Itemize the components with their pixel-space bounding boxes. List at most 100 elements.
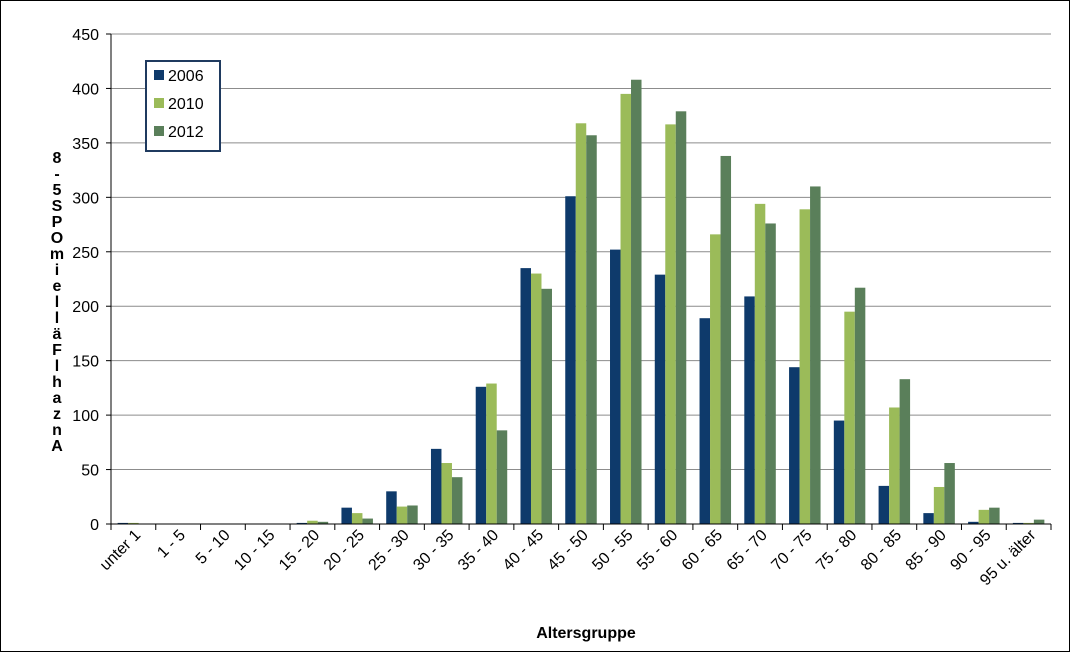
bar-2012 <box>810 186 821 524</box>
x-tick-label: 25 - 30 <box>366 527 413 574</box>
x-tick-label: 10 - 15 <box>231 527 278 574</box>
bar-2012 <box>944 463 955 524</box>
y-tick-label: 200 <box>72 299 99 316</box>
bar-2012 <box>362 518 373 524</box>
bar-2010 <box>710 234 721 524</box>
bar-2010 <box>575 123 587 525</box>
bar-2006 <box>699 318 711 524</box>
bar-2006 <box>296 522 308 524</box>
legend-swatch <box>154 126 164 136</box>
bar-2006 <box>789 367 800 524</box>
bar-2006 <box>744 296 755 524</box>
axes <box>110 34 1052 530</box>
y-tick-label: 0 <box>90 517 99 534</box>
bar-2006 <box>654 274 666 524</box>
y-axis-label-char: 8 <box>53 150 62 167</box>
bar-2010 <box>754 203 766 524</box>
bar-2010 <box>933 486 945 524</box>
bar-2010 <box>889 407 900 524</box>
bar-2006 <box>117 522 129 524</box>
bar-2006 <box>833 420 845 524</box>
bar-2006 <box>878 485 890 524</box>
bar-2006 <box>968 521 979 524</box>
bar-2012 <box>317 521 329 524</box>
bar-2010 <box>128 522 139 524</box>
y-axis-label-char: l <box>55 294 59 311</box>
y-axis-label-char: A <box>51 438 63 455</box>
y-tick-label: 300 <box>72 190 99 207</box>
bar-2010 <box>844 311 855 524</box>
y-axis-label-char: ä <box>53 326 62 343</box>
bar-2006 <box>341 507 352 524</box>
bar-2012 <box>720 155 732 524</box>
legend: 2006 2010 2012 <box>145 60 221 152</box>
bar-2006 <box>430 448 442 524</box>
bar-2012 <box>496 430 508 524</box>
x-tick-label: 70 - 75 <box>768 527 815 574</box>
bar-2012 <box>765 223 776 524</box>
y-tick-label: 450 <box>72 27 99 44</box>
x-tick-label: 1 - 5 <box>154 527 189 562</box>
x-axis-label: Altersgruppe <box>536 625 636 642</box>
y-axis-label-char: m <box>50 246 64 263</box>
y-axis-label-char: e <box>53 278 62 295</box>
bar-2006 <box>520 268 531 524</box>
y-axis-label-char: a <box>53 390 62 407</box>
x-tick-label: 75 - 80 <box>813 527 860 574</box>
y-tick-label: 100 <box>72 408 99 425</box>
y-axis-label-char: P <box>52 214 63 231</box>
legend-label: 2010 <box>168 96 204 113</box>
y-tick-labels: 0 50 100 150 200 250 300 350 400 450 <box>72 27 99 534</box>
y-axis-label-char: 5 <box>53 182 62 199</box>
bar-2010 <box>486 383 497 524</box>
x-tick-label: 35 - 40 <box>455 527 502 574</box>
bar-2012 <box>407 505 418 524</box>
bar-2006 <box>565 196 576 524</box>
x-tick-label: 85 - 90 <box>903 527 950 574</box>
bar-2010 <box>620 93 632 524</box>
x-tick-label: 65 - 70 <box>724 527 771 574</box>
y-axis-label-char: z <box>53 406 61 423</box>
y-tick-label: 50 <box>81 463 99 480</box>
bar-2006 <box>386 491 397 524</box>
x-tick-label: 30 - 35 <box>410 527 457 574</box>
bar-2012 <box>899 379 911 524</box>
bar-2006 <box>610 249 621 524</box>
bar-2010 <box>799 209 811 525</box>
x-tick-label: 50 - 55 <box>589 527 636 574</box>
x-tick-label: 60 - 65 <box>679 527 726 574</box>
x-tick-label: unter 1 <box>97 527 144 574</box>
bar-2012 <box>854 287 866 524</box>
bar-2012 <box>675 111 687 525</box>
bar-2010 <box>1023 522 1034 524</box>
x-tick-label: 5 - 10 <box>193 527 234 568</box>
legend-label: 2012 <box>168 124 204 141</box>
y-axis-label-char: n <box>52 422 62 439</box>
bar-2010 <box>441 463 452 524</box>
y-axis-label-char: i <box>55 262 59 279</box>
x-tick-label: 15 - 20 <box>276 527 323 574</box>
bar-2006 <box>1012 522 1024 524</box>
legend-label: 2006 <box>168 68 204 85</box>
bar-2012 <box>541 288 552 524</box>
legend-swatch <box>154 70 164 80</box>
bar-2012 <box>586 135 597 524</box>
y-axis-label-char: l <box>55 358 59 375</box>
y-axis-label-char: h <box>52 374 62 391</box>
bar-2012 <box>631 79 642 524</box>
y-axis-label-char: - <box>54 166 59 183</box>
bar-2006 <box>923 513 934 524</box>
bar-2012 <box>1033 519 1045 524</box>
y-axis-label-char: S <box>52 198 63 215</box>
y-tick-label: 400 <box>72 81 99 98</box>
bar-2012 <box>451 477 463 524</box>
x-tick-label: 55 - 60 <box>634 527 681 574</box>
y-axis-label-char: F <box>52 342 62 359</box>
bar-2010 <box>351 513 363 524</box>
y-axis-label-char: l <box>55 310 59 327</box>
x-tick-label: 45 - 50 <box>545 527 592 574</box>
bar-2010 <box>396 506 408 524</box>
bars <box>117 79 1045 525</box>
